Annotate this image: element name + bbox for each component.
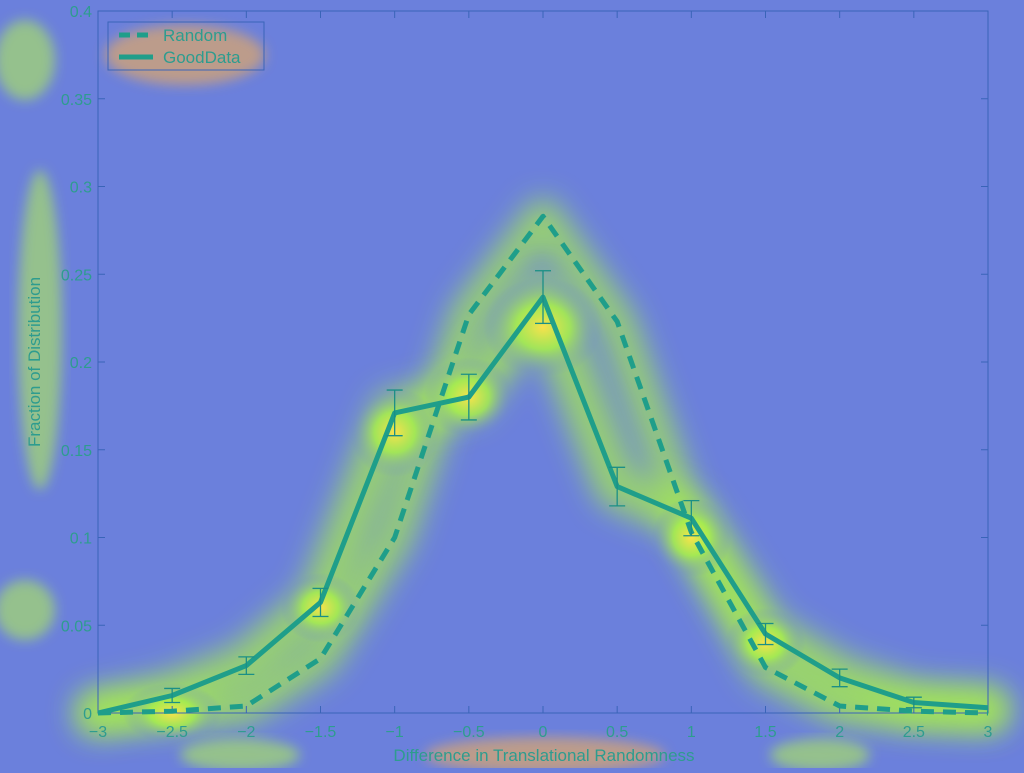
data-point-random	[170, 709, 175, 714]
error-bar	[238, 656, 255, 676]
legend: Random GoodData	[107, 21, 265, 71]
heat-edge-2	[180, 739, 300, 771]
legend-label-gooddata: GoodData	[163, 48, 241, 67]
legend-box	[107, 21, 265, 71]
error-bars-layer	[164, 270, 922, 709]
y-tick-label: 0.3	[70, 180, 92, 197]
series-line-random	[97, 213, 989, 716]
y-tick-label: 0.2	[70, 355, 92, 372]
x-tick-label: −3	[89, 724, 107, 741]
y-tick-label: 0.35	[61, 92, 92, 109]
data-point-random	[318, 656, 323, 661]
error-bar	[312, 587, 329, 618]
error-bar	[757, 622, 774, 646]
heat-edge-3	[770, 739, 870, 771]
data-point-random	[837, 703, 842, 708]
data-point-random	[392, 535, 397, 540]
x-tick-label: 1	[687, 724, 696, 741]
data-point-random	[911, 709, 916, 714]
data-point-random	[466, 312, 471, 317]
legend-label-random: Random	[163, 26, 227, 45]
heat-spot-0	[483, 276, 603, 377]
y-tick-label: 0.15	[61, 443, 92, 460]
y-tick-label: 0.05	[61, 618, 92, 635]
x-tick-label: 2.5	[903, 724, 925, 741]
tick-labels: −3 −2.5 −2 −1.5 −1 −0.5 0 0.5 1 1.5 2 2.5 3 0 0.05 0.1 0…	[61, 4, 993, 741]
error-bar	[609, 466, 626, 507]
x-tick-label: 3	[984, 724, 993, 741]
error-bar	[386, 389, 403, 437]
y-tick-label: 0.4	[70, 4, 92, 21]
heat-spot-3	[651, 497, 732, 578]
y-axis-label: Fraction of Distribution	[25, 277, 44, 447]
y-tick-label: 0.25	[61, 267, 92, 284]
error-bar	[683, 499, 700, 537]
error-bar	[535, 270, 551, 325]
x-tick-label: 0	[539, 724, 548, 741]
x-tick-label: −1.5	[305, 724, 337, 741]
y-tick-label: 0.1	[70, 531, 92, 548]
data-point-gooddata	[986, 705, 991, 710]
data-point-random	[986, 711, 991, 716]
heat-edge-6	[0, 580, 55, 640]
x-axis-label: Difference in Translational Randomness	[393, 746, 694, 765]
x-tick-label: −2	[237, 724, 255, 741]
x-tick-label: −2.5	[156, 724, 188, 741]
x-tick-label: −1	[386, 724, 404, 741]
data-point-random	[541, 214, 546, 219]
heat-edge-4	[18, 170, 62, 490]
data-point-random	[615, 319, 620, 324]
y-tick-label: 0	[83, 706, 92, 723]
error-bar	[460, 373, 477, 421]
x-tick-label: −0.5	[453, 724, 485, 741]
x-tick-label: 2	[835, 724, 844, 741]
heat-edge-5	[0, 20, 55, 100]
x-tick-label: 0.5	[606, 724, 628, 741]
error-bar	[905, 696, 922, 709]
x-tick-label: 1.5	[754, 724, 776, 741]
data-point-random	[244, 703, 249, 708]
data-point-random	[763, 665, 768, 670]
error-bar	[164, 687, 181, 704]
heat-edge-1	[425, 737, 665, 773]
data-point-gooddata	[96, 711, 101, 716]
error-bar	[831, 668, 848, 688]
